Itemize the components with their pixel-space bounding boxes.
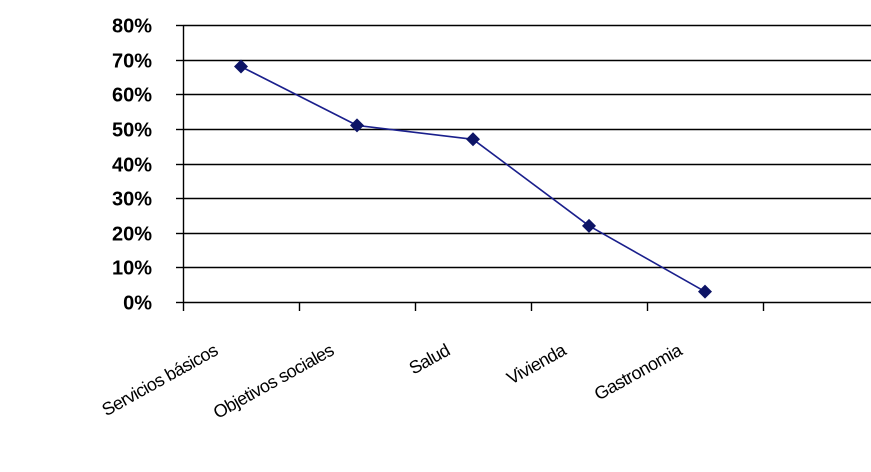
y-tick-label: 20%	[112, 224, 152, 246]
y-tick-label: 0%	[123, 293, 152, 315]
data-point-marker	[698, 284, 712, 299]
series-markers	[234, 59, 712, 299]
y-tick-label: 10%	[112, 258, 152, 280]
y-tick-label: 40%	[112, 155, 152, 177]
series-line	[240, 65, 706, 293]
data-point-marker	[582, 218, 596, 233]
x-tick-label: Salud	[406, 340, 453, 378]
gridlines	[183, 24, 871, 269]
y-tick-label: 30%	[112, 189, 152, 211]
y-tick-label: 50%	[112, 120, 152, 142]
data-point-marker	[350, 118, 364, 133]
y-axis-tick-labels: 0% 10% 20% 30% 40% 50% 60% 70% 80%	[112, 16, 152, 315]
data-point-marker	[466, 132, 480, 147]
x-tick-label: Objetivos sociales	[210, 340, 338, 423]
x-tick-label: Vivienda	[503, 339, 570, 388]
y-tick-label: 70%	[112, 51, 152, 73]
data-point-marker	[234, 59, 248, 74]
y-tick-label: 80%	[112, 16, 152, 38]
y-tick-label: 60%	[112, 85, 152, 107]
x-tick-label: Gastronomia	[591, 339, 686, 404]
axes	[176, 24, 871, 311]
x-tick-label: Servicios básicos	[99, 340, 222, 420]
series-line-path	[240, 65, 706, 293]
